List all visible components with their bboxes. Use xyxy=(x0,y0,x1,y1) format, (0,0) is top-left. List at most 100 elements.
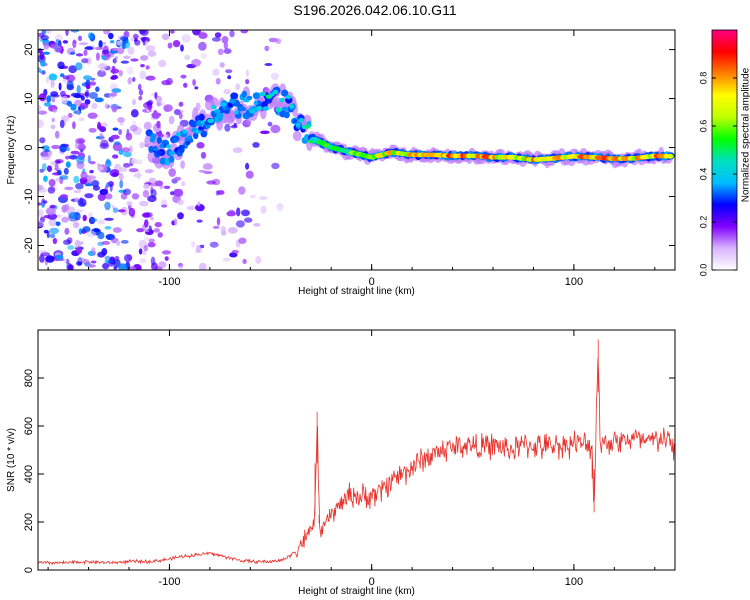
noise-blob xyxy=(67,264,74,270)
noise-blob xyxy=(40,252,51,257)
noise-blob xyxy=(215,78,221,85)
noise-blob xyxy=(186,205,196,211)
noise-blob xyxy=(97,231,105,240)
noise-blob xyxy=(119,122,124,126)
colorbar-tick-label: 0.4 xyxy=(698,168,708,181)
noise-blob xyxy=(104,193,113,200)
ridge-halo xyxy=(147,150,156,163)
noise-blob xyxy=(39,70,46,74)
noise-blob xyxy=(75,183,84,190)
noise-blob xyxy=(76,160,85,170)
noise-blob xyxy=(109,50,118,54)
noise-blob xyxy=(191,241,196,248)
noise-blob xyxy=(111,74,119,80)
noise-blob xyxy=(70,51,76,55)
noise-blob xyxy=(79,102,89,109)
noise-blob xyxy=(82,226,91,233)
ridge-core xyxy=(234,110,239,115)
noise-blob xyxy=(163,104,173,112)
noise-blob xyxy=(180,74,187,79)
noise-blob xyxy=(76,84,81,94)
noise-blob xyxy=(84,183,93,187)
noise-blob xyxy=(38,104,42,112)
colorbar-tick-label: 0.6 xyxy=(698,120,708,133)
noise-blob xyxy=(41,145,50,151)
noise-blob xyxy=(172,40,181,48)
ridge-band xyxy=(156,136,162,144)
noise-blob xyxy=(123,151,132,158)
noise-blob xyxy=(168,115,175,125)
noise-blob xyxy=(48,73,58,81)
noise-blob xyxy=(44,102,52,107)
noise-blob xyxy=(229,252,238,258)
y-axis-label: Frequency (Hz) xyxy=(6,116,17,185)
noise-blob xyxy=(180,44,184,52)
noise-blob xyxy=(85,83,91,90)
noise-blob xyxy=(104,217,114,221)
ridge-core xyxy=(231,99,236,104)
noise-blob xyxy=(38,209,44,218)
noise-blob xyxy=(144,169,154,174)
noise-blob xyxy=(46,95,52,103)
noise-blob xyxy=(96,165,104,171)
noise-blob xyxy=(38,110,48,115)
noise-blob xyxy=(116,47,125,55)
noise-blob xyxy=(88,127,97,133)
noise-blob xyxy=(142,212,151,218)
noise-blob xyxy=(112,154,119,159)
noise-blob xyxy=(151,112,160,119)
noise-blob xyxy=(95,52,100,61)
noise-blob xyxy=(91,102,98,110)
noise-blob xyxy=(130,109,139,118)
noise-blob xyxy=(59,119,65,129)
noise-blob xyxy=(72,121,76,130)
noise-blob xyxy=(260,205,267,214)
noise-blob xyxy=(38,119,44,129)
noise-blob xyxy=(45,207,56,216)
noise-blob xyxy=(224,123,231,132)
noise-blob xyxy=(84,46,94,50)
noise-blob xyxy=(209,241,219,248)
spectrogram-frame xyxy=(37,29,676,271)
noise-blob xyxy=(177,212,184,220)
noise-blob xyxy=(43,42,50,50)
snr-frame xyxy=(37,329,676,571)
ridge-core xyxy=(305,124,311,129)
noise-blob xyxy=(116,240,121,246)
noise-blob xyxy=(161,250,172,255)
noise-blob xyxy=(143,183,150,190)
x-tick-label: 100 xyxy=(565,276,583,288)
noise-blob xyxy=(75,62,83,71)
noise-blob xyxy=(112,207,119,213)
noise-blob xyxy=(148,238,155,243)
ridge-band xyxy=(168,155,175,163)
noise-blob xyxy=(140,55,149,61)
noise-blob xyxy=(49,227,60,235)
ridge-core xyxy=(213,109,221,114)
noise-blob xyxy=(203,171,213,174)
noise-blob xyxy=(128,266,137,270)
ridge-band xyxy=(193,132,199,140)
noise-blob xyxy=(276,203,284,211)
noise-blob xyxy=(249,194,256,199)
noise-blob xyxy=(181,34,191,43)
noise-blob xyxy=(112,227,122,233)
ridge-core xyxy=(259,92,266,97)
noise-blob xyxy=(139,70,146,80)
noise-blob xyxy=(228,209,235,214)
noise-blob xyxy=(94,97,104,103)
noise-blob xyxy=(112,127,119,131)
ridge-band xyxy=(252,92,260,100)
noise-blob xyxy=(116,40,122,46)
noise-blob xyxy=(236,207,241,217)
noise-blob xyxy=(139,258,147,264)
noise-blob xyxy=(106,158,111,164)
y-tick-label: -10 xyxy=(23,189,35,205)
noise-blob xyxy=(150,216,154,221)
noise-blob xyxy=(157,232,163,238)
noise-blob xyxy=(212,225,220,229)
noise-blob xyxy=(148,177,157,184)
ridge-band xyxy=(198,113,205,121)
noise-blob xyxy=(82,259,90,265)
ridge-band xyxy=(241,90,247,98)
